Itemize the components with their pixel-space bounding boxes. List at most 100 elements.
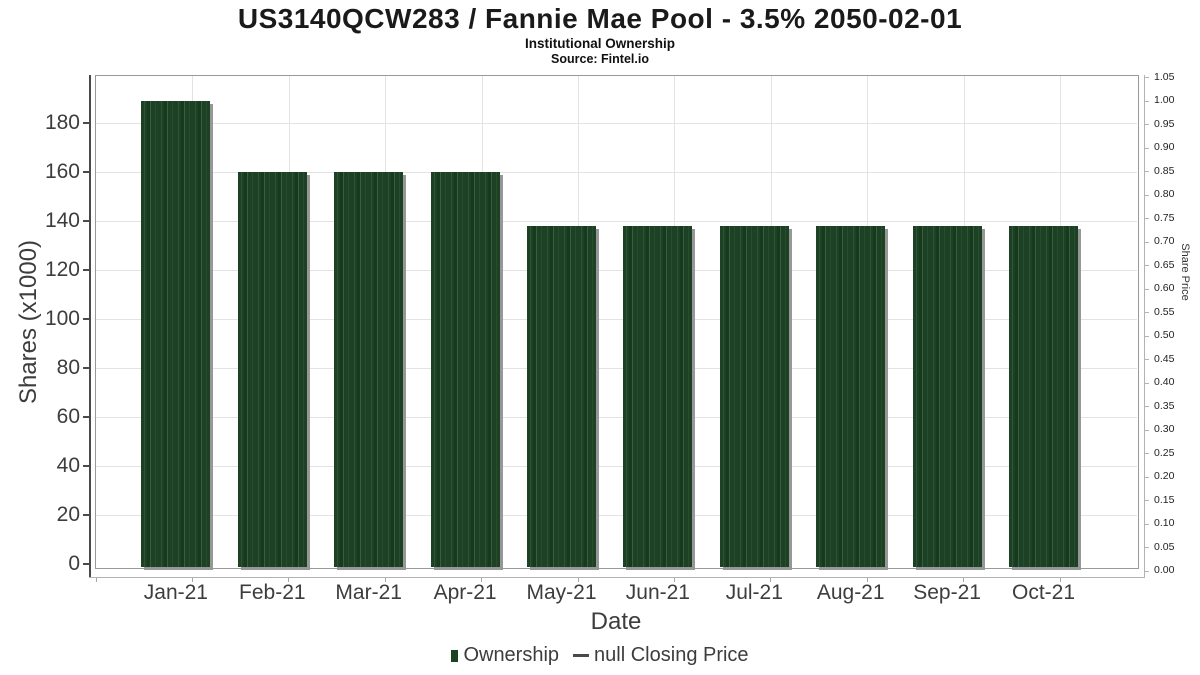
y-right-tick-label: 0.70 bbox=[1154, 235, 1175, 248]
y-left-tick-label: 160 bbox=[44, 160, 80, 183]
h-gridline bbox=[96, 319, 1137, 320]
y-right-tick bbox=[1144, 194, 1149, 196]
y-left-tick bbox=[83, 563, 89, 565]
x-tick-label: Aug-21 bbox=[816, 581, 885, 604]
ownership-bar bbox=[334, 172, 404, 567]
y-right-tick-label: 0.55 bbox=[1154, 305, 1175, 318]
y-right-tick bbox=[1144, 241, 1149, 243]
ownership-bar bbox=[237, 172, 307, 567]
y-right-tick bbox=[1144, 406, 1149, 408]
y-right-tick-label: 0.25 bbox=[1154, 446, 1175, 459]
y-left-tick-label: 60 bbox=[56, 405, 80, 428]
legend-item-ownership: Ownership bbox=[451, 644, 559, 667]
ownership-bar bbox=[912, 225, 982, 567]
y-right-tick bbox=[1144, 312, 1149, 314]
y-right-tick-label: 0.80 bbox=[1154, 188, 1175, 201]
y-right-tick-label: 0.00 bbox=[1154, 564, 1175, 577]
ownership-bar bbox=[141, 100, 211, 567]
y-right-tick-label: 0.15 bbox=[1154, 493, 1175, 506]
legend-label-closing-price: null Closing Price bbox=[594, 644, 749, 666]
y-right-tick bbox=[1144, 382, 1149, 384]
h-gridline bbox=[96, 515, 1137, 516]
y-right-axis-line bbox=[1144, 75, 1145, 577]
y-right-tick bbox=[1144, 265, 1149, 267]
ownership-bar bbox=[816, 225, 886, 567]
y-left-tick bbox=[83, 514, 89, 516]
x-tick bbox=[770, 578, 772, 582]
x-tick-label: Jul-21 bbox=[725, 581, 783, 604]
y-right-tick bbox=[1144, 547, 1149, 549]
y-right-tick bbox=[1144, 453, 1149, 455]
closing-price-dash-icon bbox=[573, 654, 590, 657]
ownership-bar bbox=[1009, 225, 1078, 567]
x-tick bbox=[288, 578, 290, 582]
y-left-tick-label: 120 bbox=[44, 258, 80, 281]
x-tick-label: Sep-21 bbox=[913, 581, 981, 604]
x-tick-label: Jan-21 bbox=[143, 581, 208, 604]
y-right-tick-label: 0.05 bbox=[1154, 540, 1175, 553]
ownership-bar bbox=[527, 225, 596, 567]
y-left-tick-label: 20 bbox=[56, 503, 80, 526]
x-tick bbox=[963, 578, 965, 582]
source-label: Source: Fintel.io bbox=[551, 52, 649, 66]
x-tick bbox=[384, 578, 386, 582]
y-left-tick-label: 0 bbox=[68, 552, 80, 575]
ownership-bar bbox=[719, 225, 789, 567]
y-right-tick-label: 0.20 bbox=[1154, 470, 1175, 483]
x-tick-label: Oct-21 bbox=[1011, 581, 1076, 604]
y-right-tick bbox=[1144, 335, 1149, 337]
y-right-tick bbox=[1144, 100, 1149, 102]
y-left-tick bbox=[83, 367, 89, 369]
y-left-tick bbox=[83, 220, 89, 222]
y-left-tick bbox=[83, 416, 89, 418]
x-tick-label: May-21 bbox=[526, 581, 597, 604]
x-tick-label: Feb-21 bbox=[239, 581, 306, 604]
y-right-tick bbox=[1144, 147, 1149, 149]
y-right-tick-label: 1.00 bbox=[1154, 94, 1175, 107]
h-gridline bbox=[96, 270, 1137, 271]
y-right-tick-label: 0.10 bbox=[1154, 517, 1175, 530]
y-right-tick-label: 1.05 bbox=[1154, 70, 1175, 83]
y-right-tick bbox=[1144, 218, 1149, 220]
h-gridline bbox=[96, 123, 1137, 124]
y-left-tick bbox=[83, 318, 89, 320]
y-right-tick-label: 0.90 bbox=[1154, 141, 1175, 154]
y-right-tick-label: 0.30 bbox=[1154, 423, 1175, 436]
x-tick-label: Mar-21 bbox=[335, 581, 402, 604]
h-gridline bbox=[96, 172, 1137, 173]
h-gridline bbox=[96, 368, 1137, 369]
x-tick bbox=[192, 578, 193, 582]
y-left-tick bbox=[83, 171, 89, 173]
y-left-axis-title: Shares (x1000) bbox=[15, 239, 42, 405]
x-tick bbox=[866, 578, 868, 582]
h-gridline bbox=[96, 417, 1137, 418]
y-left-tick-label: 40 bbox=[56, 454, 80, 477]
legend-label-ownership: Ownership bbox=[463, 644, 560, 666]
y-right-tick-label: 0.60 bbox=[1154, 282, 1175, 295]
chart-title: US3140QCW283 / Fannie Mae Pool - 3.5% 20… bbox=[237, 3, 963, 34]
y-right-tick bbox=[1144, 288, 1149, 290]
y-left-axis-line bbox=[89, 75, 91, 577]
y-right-axis-title: Share Price bbox=[1179, 243, 1191, 301]
x-axis-title: Date bbox=[590, 608, 642, 635]
y-right-tick bbox=[1144, 171, 1149, 173]
ownership-bar bbox=[623, 225, 693, 567]
y-right-tick bbox=[1144, 77, 1149, 78]
y-right-tick bbox=[1144, 429, 1149, 431]
x-tick bbox=[95, 578, 97, 582]
y-left-tick-label: 100 bbox=[44, 307, 80, 330]
y-right-tick bbox=[1144, 500, 1149, 502]
y-left-tick bbox=[83, 122, 89, 124]
legend-item-closing-price: null Closing Price bbox=[559, 644, 749, 667]
x-tick bbox=[577, 578, 579, 582]
y-left-tick bbox=[83, 269, 89, 271]
h-gridline bbox=[96, 221, 1137, 222]
x-axis-line bbox=[89, 577, 1145, 578]
ownership-square-icon bbox=[451, 649, 459, 662]
y-left-tick-label: 80 bbox=[56, 356, 80, 379]
chart-subtitle: Institutional Ownership bbox=[524, 36, 675, 51]
y-right-tick-label: 0.35 bbox=[1154, 399, 1175, 412]
x-tick bbox=[674, 578, 675, 582]
x-tick bbox=[1059, 578, 1061, 582]
